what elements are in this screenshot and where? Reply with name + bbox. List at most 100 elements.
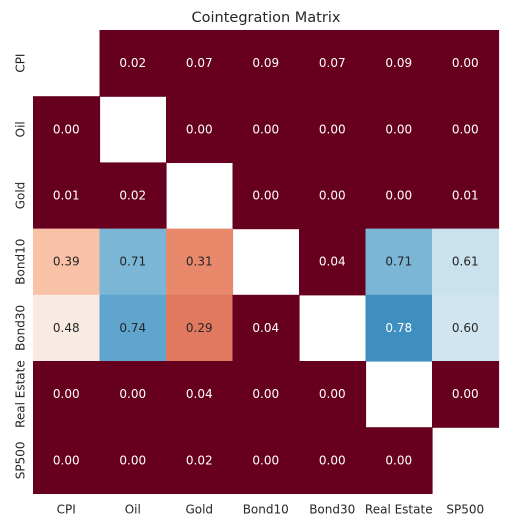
cell-value-label: 0.07 <box>186 56 213 70</box>
y-tick-label: Gold <box>14 182 28 210</box>
cell-value-label: 0.00 <box>53 387 80 401</box>
heatmap-cell <box>432 228 500 296</box>
cell-value-label: 0.00 <box>452 56 479 70</box>
heatmap-cell <box>232 294 300 362</box>
heatmap-cell <box>33 162 101 230</box>
heatmap-cell <box>232 427 300 494</box>
y-tick-label: CPI <box>14 54 28 73</box>
heatmap-cell <box>99 427 167 494</box>
cell-value-label: 0.48 <box>53 321 80 335</box>
cell-value-label: 0.00 <box>319 122 346 136</box>
heatmap-cell <box>166 294 234 362</box>
heatmap-cell <box>232 96 300 163</box>
heatmap-cell <box>432 162 500 230</box>
cell-value-label: 0.00 <box>452 387 479 401</box>
cell-value-label: 0.01 <box>53 189 80 203</box>
y-tick-label: Bond30 <box>14 305 28 351</box>
y-axis-ticks: CPI Oil Gold Bond10 Bond30 Real Estate SP500 <box>14 54 28 480</box>
cell-value-label: 0.09 <box>252 56 279 70</box>
heatmap-cells: 0.02 0.07 0.09 0.07 0.09 0.00 0.00 0.00 0.00 0.00… <box>33 30 500 494</box>
cell-value-label: 0.04 <box>186 387 213 401</box>
cell-value-label: 0.00 <box>53 122 80 136</box>
heatmap-cell <box>365 427 433 494</box>
heatmap-cell <box>99 30 167 97</box>
cell-value-label: 0.02 <box>119 189 146 203</box>
x-tick-label: SP500 <box>446 502 484 516</box>
x-axis-ticks: CPI Oil Gold Bond10 Bond30 Real Estate SP500 <box>57 502 484 516</box>
x-tick-label: Real Estate <box>365 502 433 516</box>
heatmap-cell <box>166 228 234 296</box>
heatmap-cell <box>365 294 433 362</box>
chart-title: Cointegration Matrix <box>192 10 341 26</box>
x-tick-label: Gold <box>185 502 213 516</box>
heatmap-cell <box>299 361 367 428</box>
cell-value-label: 0.09 <box>385 56 412 70</box>
heatmap-cell <box>299 162 367 230</box>
heatmap-cell <box>365 228 433 296</box>
cell-value-label: 0.07 <box>319 56 346 70</box>
heatmap-cell <box>365 162 433 230</box>
heatmap-cell <box>232 361 300 428</box>
y-tick-label: Real Estate <box>14 360 28 428</box>
cell-value-label: 0.00 <box>119 453 146 467</box>
heatmap-cell <box>299 427 367 494</box>
heatmap-cell <box>33 361 101 428</box>
heatmap-cell <box>432 30 500 97</box>
cell-value-label: 0.74 <box>119 321 146 335</box>
cell-value-label: 0.02 <box>119 56 146 70</box>
heatmap-cell <box>33 294 101 362</box>
heatmap-cell <box>365 96 433 163</box>
cell-value-label: 0.00 <box>385 453 412 467</box>
y-tick-label: SP500 <box>14 441 28 479</box>
heatmap-cell <box>166 361 234 428</box>
cell-value-label: 0.00 <box>385 189 412 203</box>
heatmap-cell <box>99 162 167 230</box>
heatmap-cell <box>33 228 101 296</box>
cell-value-label: 0.31 <box>186 255 213 269</box>
y-tick-label: Bond10 <box>14 239 28 285</box>
heatmap-cell <box>99 361 167 428</box>
cell-value-label: 0.02 <box>186 453 213 467</box>
cell-value-label: 0.71 <box>385 255 412 269</box>
cell-value-label: 0.60 <box>452 321 479 335</box>
cell-value-label: 0.04 <box>319 255 346 269</box>
heatmap-cell <box>299 96 367 163</box>
cell-value-label: 0.00 <box>452 122 479 136</box>
cell-value-label: 0.00 <box>319 453 346 467</box>
y-tick-label: Oil <box>14 121 28 137</box>
cell-value-label: 0.61 <box>452 255 479 269</box>
cell-value-label: 0.00 <box>252 387 279 401</box>
cell-value-label: 0.00 <box>119 387 146 401</box>
cell-value-label: 0.78 <box>385 321 412 335</box>
cell-value-label: 0.00 <box>186 122 213 136</box>
heatmap-cell <box>33 96 101 163</box>
heatmap-cell <box>232 162 300 230</box>
x-tick-label: Bond10 <box>243 502 289 516</box>
cell-value-label: 0.39 <box>53 255 80 269</box>
heatmap-cell <box>365 30 433 97</box>
x-tick-label: CPI <box>57 502 76 516</box>
x-tick-label: Oil <box>125 502 141 516</box>
cell-value-label: 0.00 <box>319 189 346 203</box>
cell-value-label: 0.00 <box>319 387 346 401</box>
heatmap-cell <box>432 96 500 163</box>
heatmap-cell <box>99 294 167 362</box>
cell-value-label: 0.00 <box>252 189 279 203</box>
heatmap-cell <box>166 96 234 163</box>
heatmap-cell <box>232 30 300 97</box>
cell-value-label: 0.71 <box>119 255 146 269</box>
heatmap-cell <box>33 427 101 494</box>
heatmap-cell <box>299 30 367 97</box>
cell-value-label: 0.00 <box>385 122 412 136</box>
heatmap-cell <box>99 228 167 296</box>
cell-value-label: 0.00 <box>53 453 80 467</box>
heatmap-cell <box>166 30 234 97</box>
heatmap-cell <box>299 228 367 296</box>
cell-value-label: 0.04 <box>252 321 279 335</box>
heatmap-cell <box>432 361 500 428</box>
cell-value-label: 0.00 <box>252 122 279 136</box>
x-tick-label: Bond30 <box>309 502 355 516</box>
cell-value-label: 0.29 <box>186 321 213 335</box>
heatmap-cell <box>166 427 234 494</box>
